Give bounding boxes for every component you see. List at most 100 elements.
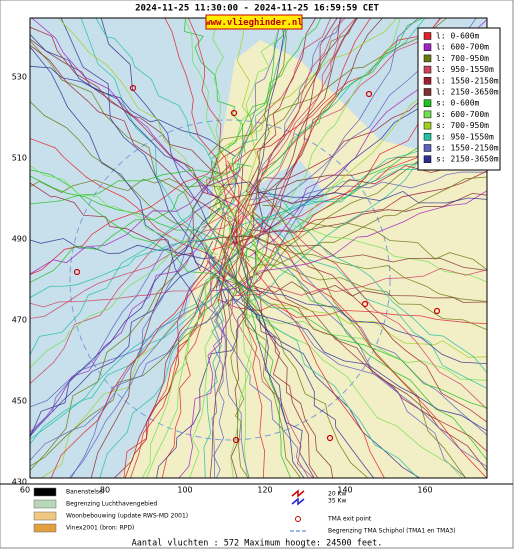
flight-track (30, 40, 250, 262)
flight-track (30, 138, 261, 296)
map (30, 18, 487, 478)
flight-track (30, 238, 217, 260)
flight-track (50, 220, 239, 478)
y-tick-label: 470 (12, 316, 27, 325)
tma-exit-point (365, 90, 373, 98)
flight-track (30, 213, 243, 319)
flight-track (30, 249, 244, 440)
flight-track (228, 276, 249, 478)
flight-track (243, 300, 375, 478)
flight-track (95, 18, 225, 186)
wind-icon (291, 489, 305, 498)
legend-swatch (423, 77, 432, 85)
legend-label: l: 950-1550m (436, 65, 494, 74)
legend-label: s: 0-600m (436, 99, 480, 108)
y-tick-label: 490 (12, 235, 27, 244)
flight-track (252, 18, 341, 274)
flight-track (146, 192, 250, 478)
wind-label: 35 Kw (328, 498, 346, 505)
map-legend-swatch (33, 511, 57, 521)
flight-track (30, 298, 241, 461)
legend-swatch (423, 121, 432, 130)
legend-label: s: 2150-3650m (436, 155, 499, 164)
flight-track (30, 196, 227, 471)
flight-track (229, 278, 487, 409)
land (120, 40, 487, 478)
flight-track (213, 18, 281, 230)
flight-track (208, 18, 290, 219)
y-tick-label: 430 (12, 478, 27, 487)
flight-track (30, 101, 235, 281)
flight-track (235, 176, 487, 287)
flight-track (58, 18, 246, 236)
flight-track (248, 18, 343, 195)
flight-track (210, 190, 487, 292)
map-legend-swatch (33, 523, 57, 533)
flight-track (156, 305, 250, 478)
tma-boundary-label: Begrenzing TMA Schiphol (TMA1 en TMA3) (328, 528, 456, 535)
flight-track (226, 217, 385, 478)
flight-track (253, 287, 487, 452)
flight-track (141, 254, 229, 478)
flight-track (232, 18, 357, 250)
flight-track (124, 264, 228, 478)
flight-track (208, 18, 448, 156)
legend-swatch (423, 88, 432, 96)
flight-track (216, 277, 487, 432)
flight-track (261, 18, 424, 175)
tma-exit-point (433, 307, 441, 315)
flight-track (30, 177, 229, 356)
flight-track (178, 298, 233, 478)
tma-exit-label: TMA exit point (327, 516, 372, 523)
flight-track (210, 160, 301, 478)
flight-track (30, 175, 261, 261)
legend-box (417, 27, 501, 171)
flight-track (227, 160, 266, 478)
flight-track (90, 146, 222, 478)
flight-track (30, 229, 212, 433)
tma-exit-point (73, 268, 81, 276)
tma-boundary (69, 119, 391, 441)
y-tick-label: 510 (12, 154, 27, 163)
url-badge[interactable] (205, 14, 303, 30)
flight-track (222, 181, 487, 204)
legend-label: l: 0-600m (436, 32, 480, 41)
footer: Aantal vluchten : 572 Maximum hoogte: 24… (132, 539, 383, 549)
flight-track (238, 245, 487, 331)
legend-swatch (423, 110, 432, 119)
flight-track (236, 18, 261, 269)
flight-track (243, 298, 334, 478)
flight-track (187, 18, 239, 203)
flight-track (30, 162, 252, 205)
flight-track (216, 179, 487, 478)
flight-track (245, 260, 319, 478)
x-tick-label: 140 (337, 486, 352, 495)
legend-label: l: 700-950m (436, 54, 489, 63)
legend-label: s: 600-700m (436, 110, 489, 119)
map-legend-swatch (33, 487, 57, 497)
legend-swatch (423, 99, 432, 107)
legend-label: l: 600-700m (436, 43, 489, 52)
tma-exit-point (232, 436, 240, 444)
flight-track (235, 18, 287, 294)
url[interactable]: www.vlieghinder.nl (205, 17, 303, 28)
flight-track (262, 18, 383, 234)
flight-track (30, 165, 218, 256)
flight-track (30, 46, 203, 317)
map-legend-label: Woonbebouwing (update RWS-MD 2001) (66, 513, 188, 520)
flight-track (222, 18, 346, 253)
flight-track (230, 249, 259, 478)
legend-label: s: 1550-2150m (436, 144, 499, 153)
flight-track (30, 207, 220, 438)
wind-icon (291, 497, 305, 506)
flight-track (217, 18, 371, 303)
flight-track (230, 233, 249, 478)
flight-track (198, 298, 309, 478)
flight-track (227, 272, 487, 364)
flight-track (223, 211, 487, 436)
flight-track (30, 26, 222, 199)
flight-track (230, 170, 487, 244)
legend-swatch (423, 144, 432, 152)
flight-track (30, 166, 241, 283)
legend: l: 0-600m l: 600-700m l: 700-950m l: 950-15… (417, 27, 501, 171)
